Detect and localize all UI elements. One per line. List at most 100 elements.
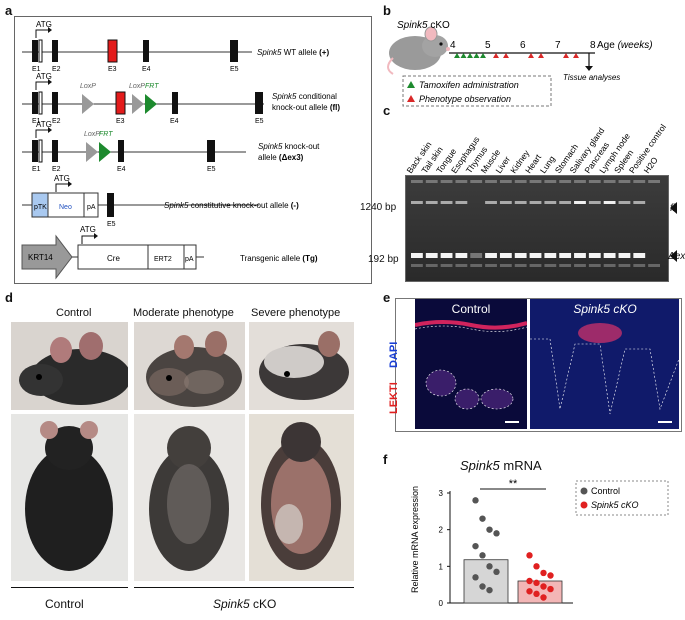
y-tick-label: 2 — [439, 526, 444, 535]
gel-well — [544, 180, 557, 183]
gel-primer-band — [440, 264, 453, 267]
if-title-cko: Spink5 cKO — [573, 302, 636, 316]
gel-band-fl — [499, 201, 512, 204]
gel-band-fl — [603, 201, 616, 204]
tamoxifen-dose-marker — [467, 53, 473, 58]
gel-well — [633, 180, 646, 183]
arrow-left-icon — [670, 250, 677, 262]
data-point — [533, 579, 540, 587]
exon-label: E1 — [32, 118, 41, 125]
data-point — [493, 530, 500, 537]
gel-band-dex3 — [485, 253, 497, 258]
gel-well — [485, 180, 497, 183]
gel-band-dex3 — [499, 253, 512, 258]
data-point — [526, 588, 533, 595]
mrna-bar-chart: Relative mRNA expression 0 1 2 3 ** Control… — [410, 478, 669, 608]
bar-control — [463, 559, 509, 604]
ptk-label: pTK — [34, 204, 47, 211]
timeline-tick-label: 5 — [485, 40, 491, 51]
group-label-control: Control — [45, 597, 84, 611]
atg-label: ATG — [54, 174, 70, 183]
gel-primer-band — [499, 264, 512, 267]
wt-allele-row: ATG E1 E2 E3 E4 E5 Spink5 WT allele (+) — [22, 20, 329, 73]
exon-label: E4 — [117, 166, 126, 173]
if-image-cko: Spink5 cKO — [530, 299, 679, 429]
legend-marker-control — [580, 487, 588, 495]
timeline-tick-label: 6 — [520, 40, 526, 51]
exon-e4 — [143, 40, 149, 62]
exon-label: E3 — [116, 118, 125, 125]
legend-marker-cko — [580, 501, 588, 509]
pa-label: pA — [87, 204, 96, 211]
photo-moderate-head — [134, 322, 245, 410]
exon-label: E2 — [52, 118, 61, 125]
bar-cko — [517, 580, 563, 604]
frt-label: FRT — [145, 83, 159, 90]
y-tick-label: 0 — [439, 599, 444, 608]
gel-well — [648, 180, 660, 183]
photo-control-body — [11, 414, 128, 581]
photo-severe-body — [249, 414, 354, 581]
loxp-label: LoxP — [80, 83, 96, 90]
gel-band-dex3 — [425, 253, 438, 258]
band-label-dex3: Δex3 — [668, 251, 685, 262]
tissue-analyses-label: Tissue analyses — [563, 73, 620, 82]
exon-label: E3 — [108, 66, 117, 73]
gel-primer-band — [485, 264, 497, 267]
data-point — [486, 526, 493, 533]
atg-label: ATG — [36, 20, 52, 29]
data-point — [472, 542, 479, 550]
data-point — [486, 563, 493, 570]
frt-label: FRT — [99, 131, 113, 138]
data-point — [533, 590, 540, 598]
gel-band-fl — [529, 201, 542, 204]
gel-primer-band — [559, 264, 572, 267]
gel-band-dex3 — [470, 253, 483, 258]
loxp-site — [132, 94, 144, 114]
gel-well — [618, 180, 631, 183]
gel-primer-band — [455, 264, 468, 267]
y-tick-label: 1 — [439, 562, 444, 571]
arrow-left-icon — [670, 202, 677, 214]
transgenic-allele-row: KRT14 Cre ERT2 pA ATG Transgenic allele … — [21, 225, 318, 280]
gel-band-dex3 — [559, 253, 572, 258]
panel-label-c: c — [383, 103, 391, 118]
exon-label: E4 — [170, 118, 179, 125]
allele-label: Spink5 WT allele (+) — [257, 48, 329, 57]
red-triangle-icon — [407, 95, 415, 102]
gel-band-fl — [411, 201, 423, 204]
loxp-site — [82, 94, 94, 114]
data-point — [526, 577, 533, 585]
gel-well — [499, 180, 512, 183]
allele-label: Spink5 conditional — [272, 92, 337, 101]
panel-label-d: d — [5, 290, 13, 305]
legend-tamoxifen: Tamoxifen administration — [419, 80, 519, 90]
gel-band-dex3 — [588, 253, 601, 258]
gel-band-fl — [455, 201, 468, 204]
gel-primer-band — [588, 264, 601, 267]
green-triangle-icon — [407, 81, 415, 88]
gel-band-fl — [485, 201, 497, 204]
col-label-severe: Severe phenotype — [251, 307, 341, 319]
age-axis-label: Age (weeks) — [597, 40, 653, 51]
gel-well — [574, 180, 586, 183]
band-label-fl: fl — [670, 203, 675, 214]
gel-well — [470, 180, 483, 183]
gel-band-fl — [544, 201, 557, 204]
band-arrows — [670, 202, 677, 262]
gel-primer-band — [425, 264, 438, 267]
gel-band-dex3 — [455, 253, 468, 258]
tamoxifen-timeline: Spink5 cKO 4 5 6 7 8 Age (weeks) Tissue anal… — [387, 20, 653, 107]
data-point — [479, 552, 486, 559]
exon-label: E1 — [32, 66, 41, 73]
gel-well — [440, 180, 453, 183]
y-tick-label: 3 — [439, 489, 444, 498]
legend-label-control: Control — [591, 486, 620, 496]
frt-site — [145, 94, 157, 114]
atg-label: ATG — [36, 120, 52, 129]
timeline-tick-label: 7 — [555, 40, 561, 51]
tamoxifen-dose-marker — [460, 53, 467, 58]
if-image-control: Control — [415, 299, 527, 429]
ert2-label: ERT2 — [154, 256, 172, 263]
